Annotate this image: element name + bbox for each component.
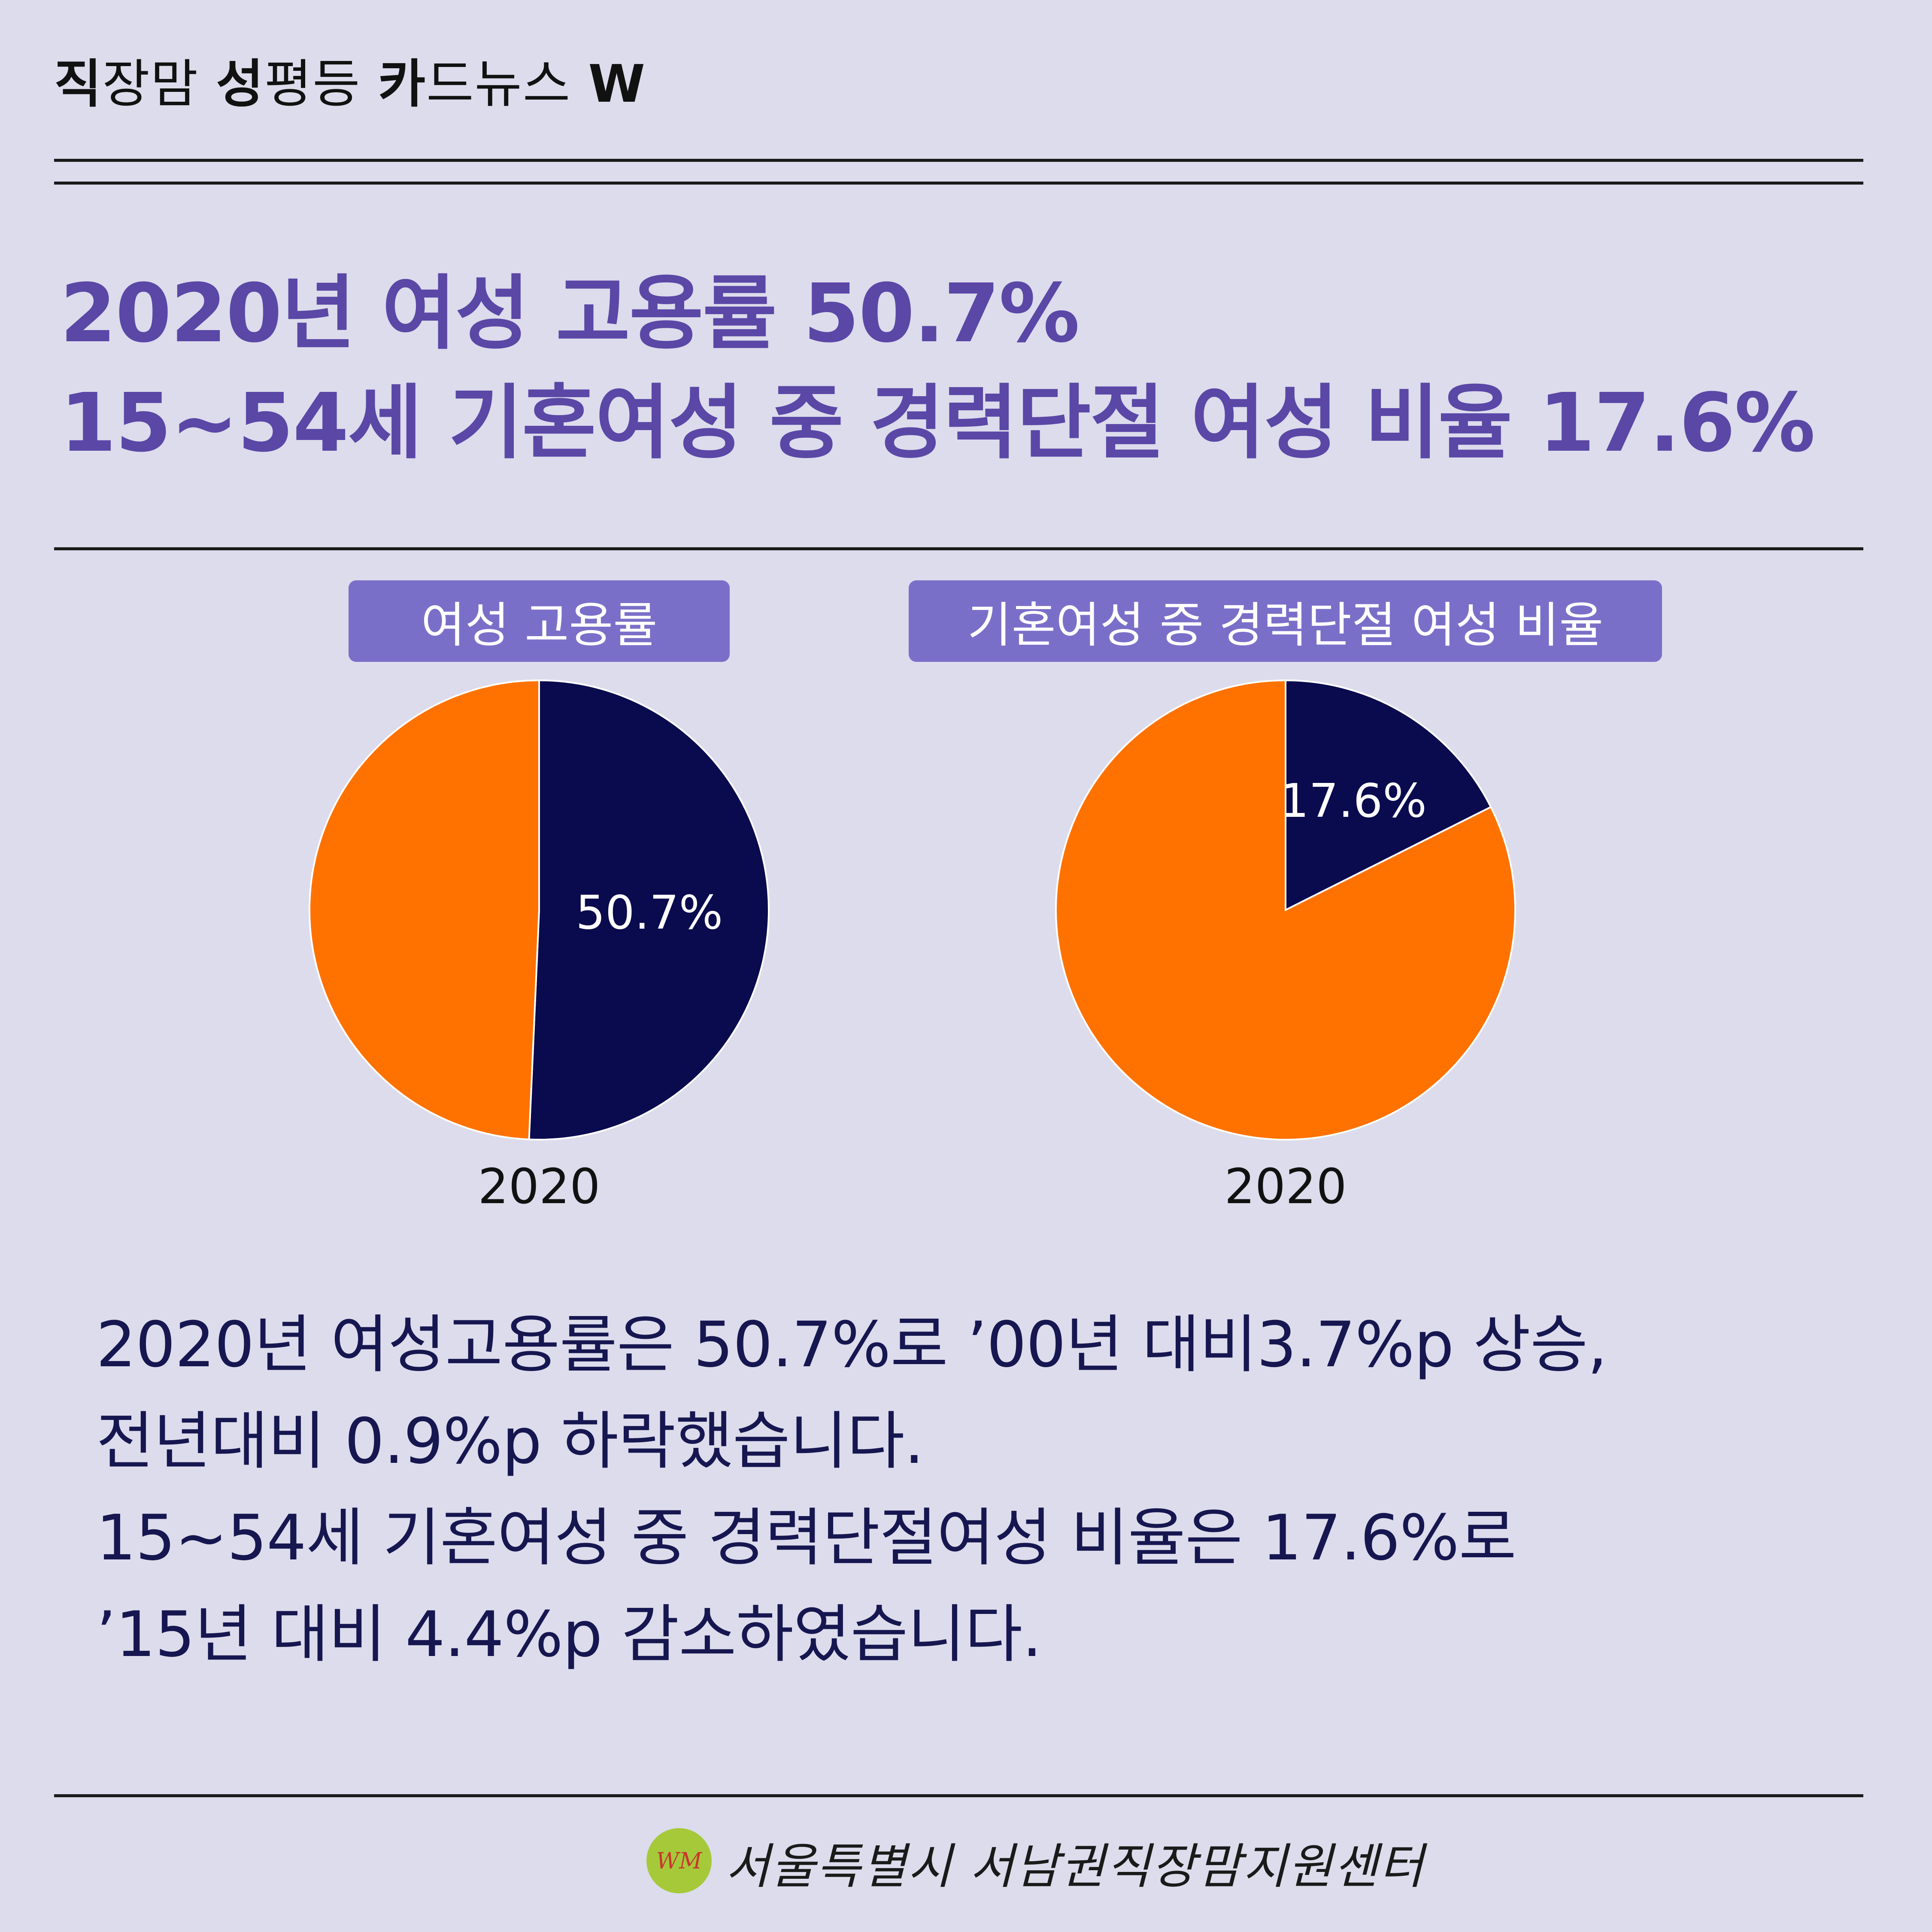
headline-line-1: 2020년 여성 고용률 50.7% xyxy=(60,267,1080,361)
series-title-part: 장맘 xyxy=(102,55,216,114)
header-rule-bottom xyxy=(54,182,1863,185)
body-line-4: ’15년 대비 4.4%p 감소하였습니다. xyxy=(96,1598,1042,1671)
series-title-part: 성 xyxy=(216,55,264,114)
series-title-part: 직 xyxy=(54,55,103,114)
footer-rule xyxy=(54,1794,1863,1797)
body-line-1: 2020년 여성고용률은 50.7%로 ’00년 대비3.7%p 상승, xyxy=(96,1308,1607,1381)
chart-1-title: 여성 고용률 xyxy=(349,580,730,662)
series-title-part: 카 xyxy=(378,55,427,114)
center-name: 서울특별시 서남권직장맘지원센터 xyxy=(725,1839,1425,1895)
series-title-part: 평등 xyxy=(264,55,378,114)
header-rule-top xyxy=(54,159,1863,162)
pie-slice-label: 17.6% xyxy=(1280,774,1427,828)
center-logo-icon: WM xyxy=(646,1828,712,1893)
body-line-2: 전년대비 0.9%p 하락했습니다. xyxy=(96,1405,924,1478)
series-title-part: W xyxy=(588,55,646,114)
series-title: 직장맘 성평등 카드뉴스 W xyxy=(54,42,646,117)
series-title-part: 드뉴스 xyxy=(426,55,588,114)
pie-slice xyxy=(1055,679,1516,1140)
chart-2-xlabel: 2020 xyxy=(1224,1159,1347,1215)
headline-line-2: 15~54세 기혼여성 중 경력단절 여성 비율 17.6% xyxy=(60,376,1815,470)
pie-slice xyxy=(528,679,770,1140)
logo-text: WM xyxy=(656,1848,703,1874)
chart-1-pie: 50.7% xyxy=(309,679,770,1140)
headline-rule xyxy=(54,547,1863,550)
pie-slice xyxy=(1285,679,1492,912)
chart-2-title: 기혼여성 중 경력단절 여성 비율 xyxy=(909,580,1662,662)
body-line-3: 15~54세 기혼여성 중 경력단절여성 비율은 17.6%로 xyxy=(96,1501,1516,1574)
chart-2-pie: 17.6% xyxy=(1055,679,1516,1140)
pie-slice-label: 50.7% xyxy=(576,886,723,940)
chart-1-xlabel: 2020 xyxy=(478,1159,601,1215)
pie-slice xyxy=(309,679,540,1140)
